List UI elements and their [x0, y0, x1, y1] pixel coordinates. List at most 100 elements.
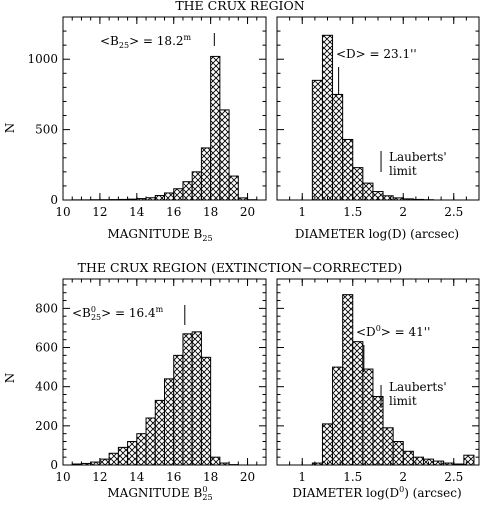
annotation-mean-text: <D0> = 41''	[356, 324, 430, 339]
top-title: THE CRUX REGION	[175, 0, 304, 13]
histogram-bar	[210, 55, 221, 201]
x-tick-label: 14	[129, 205, 145, 219]
histogram-bar	[321, 34, 334, 201]
annotation-mean-text: <D> = 23.1''	[336, 47, 417, 61]
annotation: <D0> = 41'' Lauberts' limit	[356, 324, 447, 408]
histogram-bar	[127, 441, 138, 466]
histogram-bar	[117, 446, 129, 466]
x-axis-label: DIAMETER log(D0) (arcsec)	[292, 485, 461, 500]
histogram-bar	[200, 147, 212, 201]
panel-magnitude-corrected: <B0 25> = 16.4m 10 12 14 16 18 200200400600800…	[3, 278, 267, 502]
histogram-bar	[433, 460, 445, 466]
ticks: 1 1.5 2 2.5	[276, 16, 480, 219]
histogram-bar	[362, 368, 374, 466]
histogram-bar	[228, 175, 239, 201]
y-tick-label: 800	[35, 301, 58, 315]
x-tick-label: 12	[92, 205, 107, 219]
x-axis-label: DIAMETER log(D) (arcsec)	[295, 227, 459, 241]
histogram-bar	[136, 433, 147, 466]
axes-frame	[276, 16, 480, 201]
panel-diameter-corrected: <D0> = 41'' Lauberts' limit 1 1.5 2 2.5 DIA…	[276, 278, 480, 500]
y-tick-label: 600	[35, 341, 58, 355]
ticks: 1 1.5 2 2.5	[276, 279, 480, 484]
annotation-limit: limit	[389, 394, 417, 408]
x-axis-label: MAGNITUDE B0 25	[107, 485, 212, 502]
y-tick-label: 500	[35, 123, 58, 137]
y-tick-label: 1000	[27, 52, 58, 66]
x-tick-label: 2	[399, 205, 407, 219]
histogram-bar	[321, 423, 334, 466]
histogram-bar	[164, 378, 175, 466]
bars	[71, 55, 258, 201]
x-tick-label: 2.5	[444, 205, 463, 219]
histogram-bar	[154, 399, 165, 466]
histogram-bar	[182, 333, 193, 466]
y-axis-label: N	[3, 123, 17, 134]
histogram-bar	[362, 182, 374, 201]
bottom-title: THE CRUX REGION (EXTINCTION−CORRECTED)	[78, 260, 403, 275]
histogram-bar	[372, 395, 384, 466]
annotation-limit: limit	[389, 164, 417, 178]
x-tick-label: 16	[166, 470, 181, 484]
histogram-bar	[200, 356, 212, 466]
x-tick-label: 1	[298, 470, 306, 484]
ticks: 10 12 14 16 18 20 0 500 1000	[27, 16, 267, 219]
annotation-lauberts: Lauberts'	[389, 380, 447, 394]
histogram-bar	[182, 181, 193, 201]
x-tick-label: 2	[399, 470, 407, 484]
histogram-bar	[332, 366, 344, 466]
y-tick-label: 200	[35, 419, 58, 433]
x-tick-label: 20	[240, 205, 255, 219]
histogram-bar	[219, 109, 230, 201]
y-tick-label: 0	[50, 193, 58, 207]
y-axis-label: N	[3, 373, 17, 384]
histogram-bar	[311, 79, 323, 201]
annotation: <B0 25> = 16.4m	[72, 305, 186, 325]
x-tick-label: 16	[166, 205, 181, 219]
x-tick-label: 12	[92, 470, 107, 484]
histogram-bar	[352, 167, 364, 201]
x-tick-label: 10	[55, 205, 70, 219]
annotation-lauberts: Lauberts'	[389, 150, 447, 164]
histogram-bar	[342, 138, 354, 201]
panel-magnitude: <B25> = 18.2m 10 12 14 16 18 20 0 500 1000 N MAG…	[3, 16, 267, 243]
histogram-bar	[154, 194, 165, 201]
histogram-bar	[99, 458, 110, 466]
histogram-bar	[210, 456, 221, 466]
histogram-bar	[173, 354, 184, 466]
annotation: <D> = 23.1'' Lauberts' limit	[336, 47, 447, 178]
annotation-text: <B25> = 18.2m	[100, 33, 192, 50]
x-tick-label: 2.5	[444, 470, 463, 484]
x-tick-label: 1	[298, 205, 306, 219]
bars	[71, 331, 239, 466]
x-tick-label: 20	[240, 470, 255, 484]
x-tick-label: 14	[129, 470, 145, 484]
histogram-bar	[173, 188, 184, 201]
histogram-bar	[352, 341, 364, 466]
histogram-bar	[164, 192, 175, 201]
histogram-bar	[392, 441, 404, 466]
histogram-bar	[382, 195, 394, 201]
x-tick-label: 1.5	[343, 470, 362, 484]
x-tick-label: 18	[203, 205, 218, 219]
annotation: <B25> = 18.2m	[100, 33, 215, 50]
histogram-bar	[145, 417, 156, 466]
y-tick-label: 0	[50, 458, 58, 472]
histogram-bar	[463, 454, 475, 466]
histogram-bar	[342, 294, 354, 466]
histogram-bar	[332, 93, 344, 201]
x-axis-label: MAGNITUDE B25	[107, 227, 212, 243]
histogram-bar	[191, 331, 202, 466]
histogram-bar	[412, 456, 424, 466]
histogram-bar	[108, 452, 119, 466]
histogram-bar	[191, 171, 202, 201]
panel-diameter: <D> = 23.1'' Lauberts' limit 1 1.5 2 2.5 DI…	[276, 16, 480, 241]
histogram-bar	[402, 450, 414, 466]
x-tick-label: 1.5	[343, 205, 362, 219]
annotation-text: <B0 25> = 16.4m	[72, 305, 164, 322]
x-tick-label: 10	[55, 470, 70, 484]
y-tick-label: 400	[35, 380, 58, 394]
x-tick-label: 18	[203, 470, 218, 484]
